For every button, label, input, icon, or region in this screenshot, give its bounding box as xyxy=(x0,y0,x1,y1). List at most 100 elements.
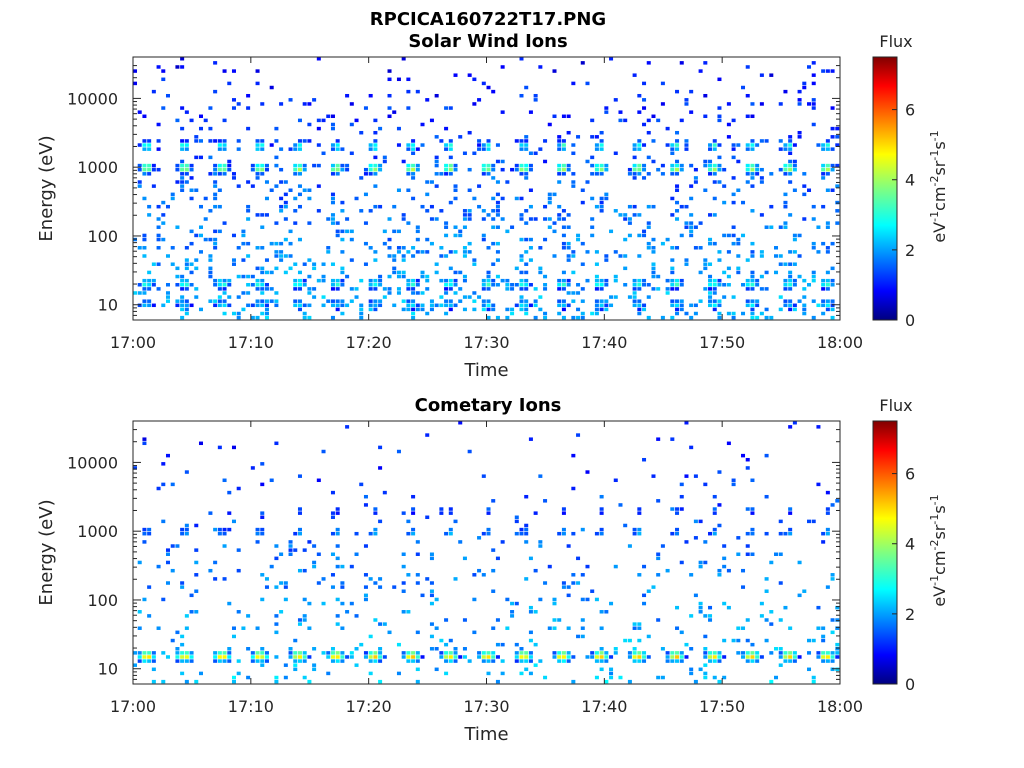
flux-cell xyxy=(651,204,656,209)
flux-cell xyxy=(321,295,326,299)
flux-cell xyxy=(764,638,769,643)
flux-cell xyxy=(462,556,467,561)
flux-cell xyxy=(444,655,449,659)
flux-cell xyxy=(726,441,731,446)
flux-cell xyxy=(359,642,364,647)
flux-cell xyxy=(561,315,566,320)
flux-cell xyxy=(590,651,595,655)
flux-cell xyxy=(326,246,331,250)
flux-cell xyxy=(335,221,340,225)
flux-cell xyxy=(236,315,241,320)
flux-cell xyxy=(736,536,741,540)
flux-cell xyxy=(675,139,680,143)
flux-cell xyxy=(411,307,416,312)
flux-cell xyxy=(359,315,364,320)
flux-cell xyxy=(783,655,788,659)
flux-cell xyxy=(302,651,307,655)
flux-cell xyxy=(189,196,194,201)
flux-cell xyxy=(693,536,698,540)
flux-cell xyxy=(415,581,420,585)
flux-cell xyxy=(524,667,529,672)
flux-cell xyxy=(571,679,576,684)
flux-cell xyxy=(363,544,368,548)
flux-cell xyxy=(552,69,557,73)
flux-cell xyxy=(675,311,680,316)
flux-cell xyxy=(684,540,689,544)
flux-cell xyxy=(547,200,552,205)
flux-cell xyxy=(792,278,797,283)
flux-cell xyxy=(180,159,185,164)
flux-cell xyxy=(557,303,562,308)
flux-cell xyxy=(194,610,199,614)
flux-cell xyxy=(642,457,647,462)
flux-cell xyxy=(161,651,166,655)
flux-cell xyxy=(745,457,750,462)
flux-cell xyxy=(453,647,458,651)
flux-cell xyxy=(750,642,755,647)
flux-cell xyxy=(792,421,797,425)
flux-cell xyxy=(731,315,736,320)
flux-cell xyxy=(632,651,637,655)
flux-cell xyxy=(142,147,147,151)
flux-cell xyxy=(137,626,142,630)
flux-cell xyxy=(613,151,618,156)
flux-cell xyxy=(283,270,288,275)
flux-cell xyxy=(316,478,321,483)
flux-cell xyxy=(585,180,590,184)
flux-cell xyxy=(495,315,500,320)
flux-cell xyxy=(429,180,434,184)
flux-cell xyxy=(184,258,189,262)
flux-cell xyxy=(477,651,482,655)
flux-cell xyxy=(387,254,392,258)
flux-cell xyxy=(363,262,368,266)
flux-cell xyxy=(467,449,472,454)
flux-cell xyxy=(571,180,576,184)
flux-cell xyxy=(307,122,312,127)
flux-cell xyxy=(524,135,529,139)
flux-cell xyxy=(293,283,298,287)
flux-cell xyxy=(312,544,317,548)
flux-cell xyxy=(495,159,500,164)
flux-cell xyxy=(561,270,566,275)
flux-cell xyxy=(151,303,156,308)
flux-cell xyxy=(585,81,590,86)
flux-cell xyxy=(246,209,251,213)
flux-cell xyxy=(151,659,156,663)
flux-cell xyxy=(283,585,288,589)
flux-cell xyxy=(741,85,746,90)
flux-cell xyxy=(594,167,599,172)
x-tick-label: 17:10 xyxy=(228,697,274,716)
flux-cell xyxy=(708,659,713,663)
flux-cell xyxy=(726,274,731,279)
flux-cell xyxy=(543,139,548,143)
flux-cell xyxy=(590,655,595,659)
flux-cell xyxy=(401,213,406,217)
flux-cell xyxy=(255,176,260,180)
flux-cell xyxy=(708,143,713,147)
flux-cell xyxy=(642,81,647,86)
flux-cell xyxy=(656,618,661,622)
flux-cell xyxy=(557,172,562,176)
flux-cell xyxy=(411,254,416,258)
flux-cell xyxy=(137,167,142,172)
flux-cell xyxy=(528,303,533,308)
flux-cell xyxy=(359,176,364,180)
flux-cell xyxy=(396,250,401,254)
y-tick-label: 100 xyxy=(87,227,118,246)
flux-cell xyxy=(406,283,411,287)
flux-cell xyxy=(679,630,684,635)
flux-cell xyxy=(783,89,788,94)
flux-cell xyxy=(293,531,298,536)
flux-cell xyxy=(227,659,232,663)
flux-cell xyxy=(378,126,383,131)
flux-cell xyxy=(264,315,269,320)
flux-cell xyxy=(189,167,194,172)
flux-cell xyxy=(830,315,835,320)
flux-cell xyxy=(439,172,444,176)
flux-cell xyxy=(260,511,265,515)
flux-cell xyxy=(679,651,684,655)
flux-cell xyxy=(382,655,387,659)
flux-cell xyxy=(373,618,378,622)
flux-cell xyxy=(774,552,779,556)
flux-cell xyxy=(788,283,793,287)
